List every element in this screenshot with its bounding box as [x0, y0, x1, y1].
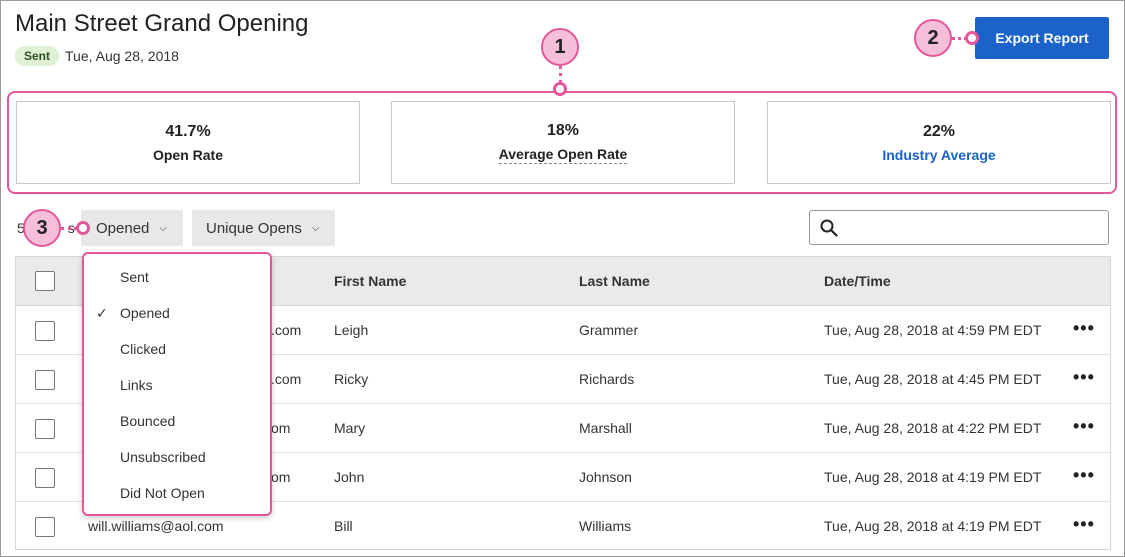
more-options-icon[interactable]: •••: [1073, 514, 1095, 534]
callout-1: 1: [541, 28, 579, 66]
datetime-cell: Tue, Aug 28, 2018 at 4:59 PM EDT: [824, 322, 1042, 338]
average-open-rate-label[interactable]: Average Open Rate: [498, 145, 628, 164]
callout-2: 2: [914, 19, 952, 57]
open-rate-value: 41.7%: [165, 122, 211, 140]
menu-item-unsubscribed[interactable]: Unsubscribed: [120, 449, 206, 465]
callout-3-dot: [76, 221, 90, 235]
table-row: .com Ricky Richards Tue, Aug 28, 2018 at…: [16, 355, 1110, 404]
last-name-cell: Williams: [579, 518, 632, 534]
select-all-checkbox[interactable]: [35, 271, 55, 291]
row-checkbox[interactable]: [35, 517, 55, 537]
average-open-rate-card: 18% Average Open Rate: [391, 101, 735, 184]
status-badge: Sent: [15, 46, 60, 66]
page-title: Main Street Grand Opening: [15, 10, 309, 37]
table-row: will.williams@aol.com Bill Williams Tue,…: [16, 502, 1110, 551]
first-name-header[interactable]: First Name: [334, 273, 407, 289]
datetime-cell: Tue, Aug 28, 2018 at 4:19 PM EDT: [824, 518, 1042, 534]
search-icon: [820, 219, 838, 237]
first-name-cell: John: [334, 469, 365, 485]
datetime-header[interactable]: Date/Time: [824, 273, 891, 289]
opens-filter-label: Unique Opens: [206, 219, 302, 237]
last-name-cell: Grammer: [579, 322, 639, 338]
email-cell: .com: [271, 371, 302, 387]
callout-1-dot: [553, 82, 567, 96]
contacts-table: First Name Last Name Date/Time .com Leig…: [15, 256, 1111, 550]
menu-item-bounced[interactable]: Bounced: [120, 413, 176, 429]
row-checkbox[interactable]: [35, 321, 55, 341]
search-input[interactable]: [809, 210, 1109, 245]
table-row: .com Leigh Grammer Tue, Aug 28, 2018 at …: [16, 306, 1110, 355]
industry-average-card: 22% Industry Average: [767, 101, 1111, 184]
callout-3: 3: [23, 209, 61, 247]
chevron-down-icon: ⌵: [159, 222, 167, 234]
industry-average-value: 22%: [922, 122, 956, 140]
first-name-cell: Ricky: [334, 371, 369, 387]
callout-2-dot: [965, 31, 979, 45]
chevron-down-icon: ⌵: [311, 222, 320, 234]
row-checkbox[interactable]: [35, 468, 55, 488]
open-rate-label: Open Rate: [152, 146, 223, 163]
menu-item-clicked[interactable]: Clicked: [120, 341, 166, 357]
menu-item-links[interactable]: Links: [120, 377, 153, 393]
email-cell: om: [271, 420, 291, 436]
menu-item-did-not-open[interactable]: Did Not Open: [120, 485, 205, 501]
last-name-cell: Johnson: [579, 469, 632, 485]
activity-filter-label: Opened: [96, 219, 150, 237]
sent-date: Tue, Aug 28, 2018: [65, 48, 179, 64]
more-options-icon[interactable]: •••: [1073, 367, 1095, 387]
more-options-icon[interactable]: •••: [1073, 416, 1095, 436]
last-name-cell: Richards: [579, 371, 635, 387]
menu-item-sent[interactable]: Sent: [120, 269, 149, 285]
export-report-button[interactable]: Export Report: [975, 17, 1109, 59]
activity-dropdown-menu: Sent ✓ Opened Clicked Links Bounced Unsu…: [82, 252, 272, 516]
first-name-cell: Leigh: [334, 322, 369, 338]
last-name-header[interactable]: Last Name: [579, 273, 650, 289]
datetime-cell: Tue, Aug 28, 2018 at 4:22 PM EDT: [824, 420, 1042, 436]
check-icon: ✓: [96, 305, 108, 321]
opens-filter-dropdown[interactable]: Unique Opens ⌵: [192, 210, 335, 246]
last-name-cell: Marshall: [579, 420, 632, 436]
menu-item-opened[interactable]: Opened: [120, 305, 170, 321]
row-checkbox[interactable]: [35, 419, 55, 439]
datetime-cell: Tue, Aug 28, 2018 at 4:45 PM EDT: [824, 371, 1042, 387]
more-options-icon[interactable]: •••: [1073, 318, 1095, 338]
email-cell: will.williams@aol.com: [88, 518, 224, 534]
row-checkbox[interactable]: [35, 370, 55, 390]
email-cell: .com: [271, 322, 302, 338]
industry-average-link[interactable]: Industry Average: [882, 146, 996, 163]
callout-3-connector: [61, 227, 77, 230]
datetime-cell: Tue, Aug 28, 2018 at 4:19 PM EDT: [824, 469, 1042, 485]
table-row: om Mary Marshall Tue, Aug 28, 2018 at 4:…: [16, 404, 1110, 453]
more-options-icon[interactable]: •••: [1073, 465, 1095, 485]
email-cell: om: [271, 469, 291, 485]
activity-filter-dropdown[interactable]: Opened ⌵: [81, 210, 183, 246]
average-open-rate-value: 18%: [546, 121, 580, 139]
open-rate-card: 41.7% Open Rate: [16, 101, 360, 184]
callout-2-connector: [952, 37, 967, 40]
callout-1-connector: [559, 66, 562, 83]
first-name-cell: Mary: [334, 420, 366, 436]
first-name-cell: Bill: [334, 518, 353, 534]
status-row: Sent Tue, Aug 28, 2018: [15, 46, 179, 66]
table-row: om John Johnson Tue, Aug 28, 2018 at 4:1…: [16, 453, 1110, 502]
